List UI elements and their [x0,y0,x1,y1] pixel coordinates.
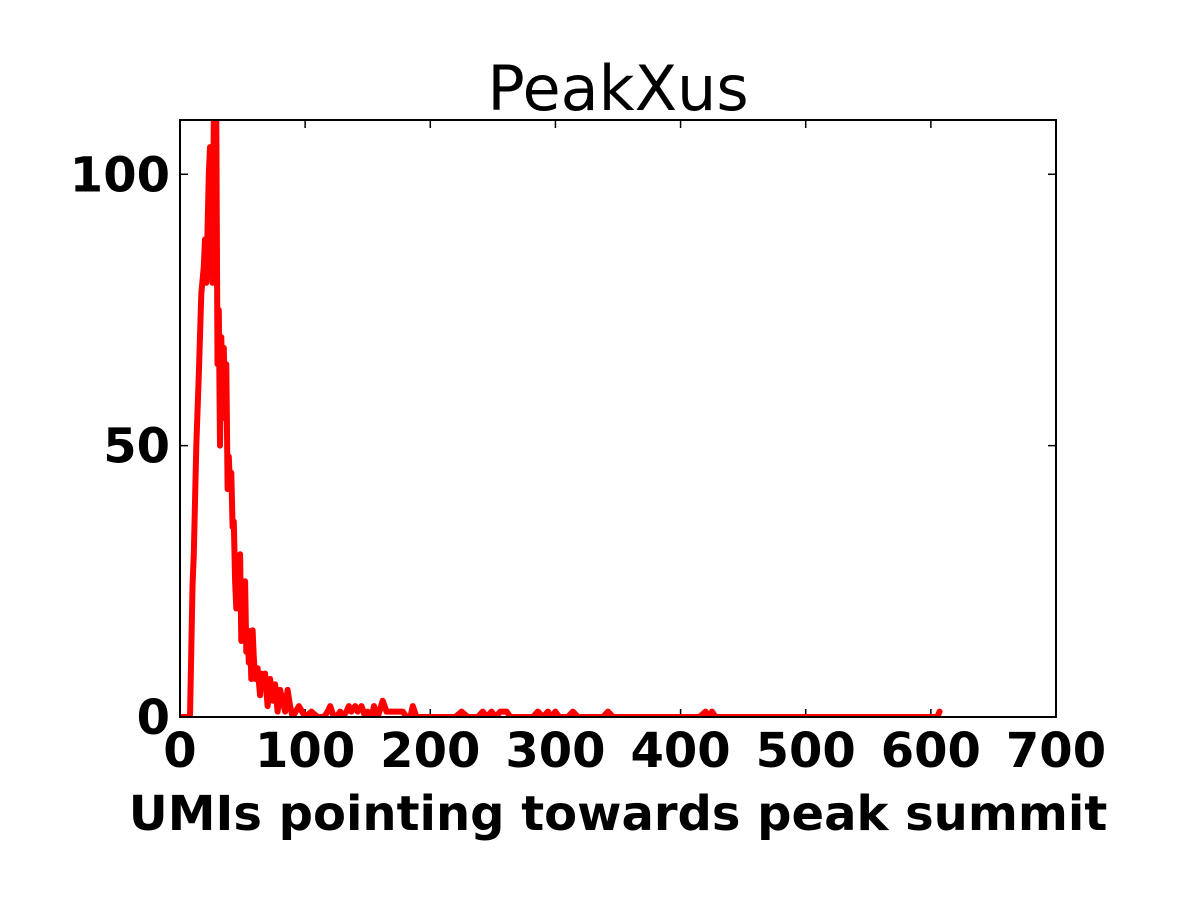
x-tick-label: 500 [756,723,856,779]
x-tick-label: 700 [1006,723,1106,779]
x-axis-label: UMIs pointing towards peak summit [129,786,1108,842]
x-tick-label: 600 [881,723,981,779]
x-tick-label: 200 [380,723,480,779]
x-tick-label: 100 [255,723,355,779]
chart-title: PeakXus [487,52,748,125]
y-tick-label: 50 [103,419,170,475]
x-tick-label: 0 [163,723,196,779]
plot-frame [179,119,1057,718]
x-tick-label: 400 [630,723,730,779]
series-line-0 [180,120,943,717]
x-tick-label: 300 [505,723,605,779]
y-tick-label: 100 [70,147,170,203]
y-tick-label: 0 [137,690,170,746]
